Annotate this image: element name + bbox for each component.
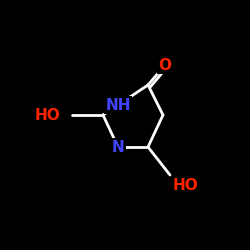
Text: HO: HO (173, 178, 199, 192)
Text: HO: HO (34, 108, 60, 122)
Text: N: N (112, 140, 124, 154)
Text: O: O (158, 58, 172, 72)
Text: NH: NH (105, 98, 131, 112)
